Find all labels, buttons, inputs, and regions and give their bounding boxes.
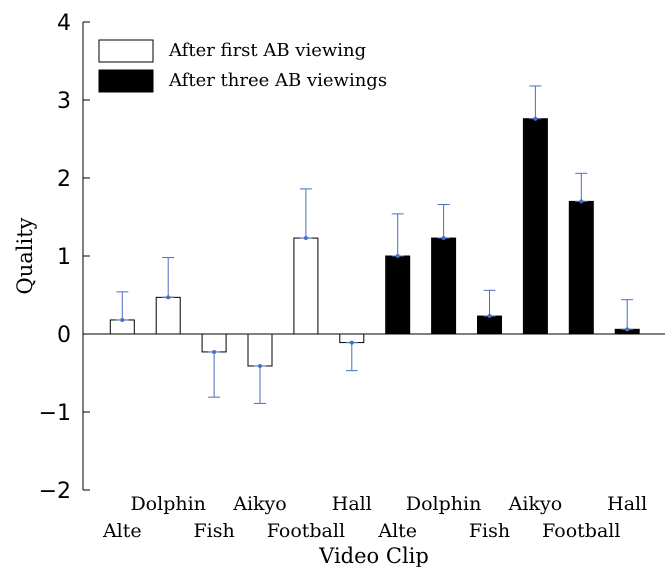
bar-three-fish xyxy=(477,315,502,335)
mean-marker xyxy=(441,236,446,241)
x-tick-label: Hall xyxy=(607,493,647,515)
mean-marker xyxy=(533,116,538,121)
y-tick-label: 3 xyxy=(57,89,71,114)
plot-area xyxy=(109,85,640,404)
bar-first-fish xyxy=(201,333,227,353)
bar-three-aikyo xyxy=(522,118,548,335)
y-tick-label: 4 xyxy=(57,11,71,36)
legend-swatch-first xyxy=(98,39,154,63)
y-tick-label: −1 xyxy=(39,401,71,426)
mean-marker xyxy=(395,254,400,258)
x-tick-label: Football xyxy=(267,520,345,542)
axes: AlteDolphinFishAikyoFootballHallAlteDolp… xyxy=(39,11,665,542)
x-tick-label: Alte xyxy=(102,520,142,542)
bar-three-alte xyxy=(385,255,411,335)
legend: After first AB viewing After three AB vi… xyxy=(98,39,387,93)
y-tick-label: 2 xyxy=(57,167,71,192)
bar-first-aikyo xyxy=(247,333,273,367)
bar-three-dolphin xyxy=(431,237,457,335)
y-tick-label: 0 xyxy=(57,323,71,348)
legend-swatch-three xyxy=(98,69,154,93)
x-axis-label: Video Clip xyxy=(318,544,429,567)
bar-first-football xyxy=(293,237,319,335)
legend-label-first: After first AB viewing xyxy=(168,40,366,61)
x-tick-label: Hall xyxy=(332,493,372,515)
bar-three-football xyxy=(568,200,594,335)
mean-marker xyxy=(625,327,630,332)
x-tick-label: Dolphin xyxy=(130,493,205,515)
y-tick-label: 1 xyxy=(57,245,71,270)
x-tick-label: Dolphin xyxy=(406,493,481,515)
x-tick-label: Aikyo xyxy=(232,493,286,515)
mean-marker xyxy=(258,363,262,368)
legend-label-three: After three AB viewings xyxy=(168,70,387,91)
y-axis-label: Quality xyxy=(13,217,37,294)
mean-marker xyxy=(120,317,125,322)
x-tick-label: Football xyxy=(542,520,620,542)
bar-first-alte xyxy=(109,319,135,335)
mean-marker xyxy=(303,236,308,241)
x-tick-label: Fish xyxy=(193,520,234,542)
y-tick-label: −2 xyxy=(39,479,71,504)
x-tick-label: Aikyo xyxy=(508,493,562,515)
mean-marker xyxy=(349,340,354,345)
x-tick-label: Alte xyxy=(377,520,417,542)
x-tick-label: Fish xyxy=(469,520,510,542)
mean-marker xyxy=(212,349,217,354)
mean-marker xyxy=(166,295,171,300)
mean-marker xyxy=(579,199,584,204)
bar-first-dolphin xyxy=(155,296,181,335)
mean-marker xyxy=(487,314,492,319)
